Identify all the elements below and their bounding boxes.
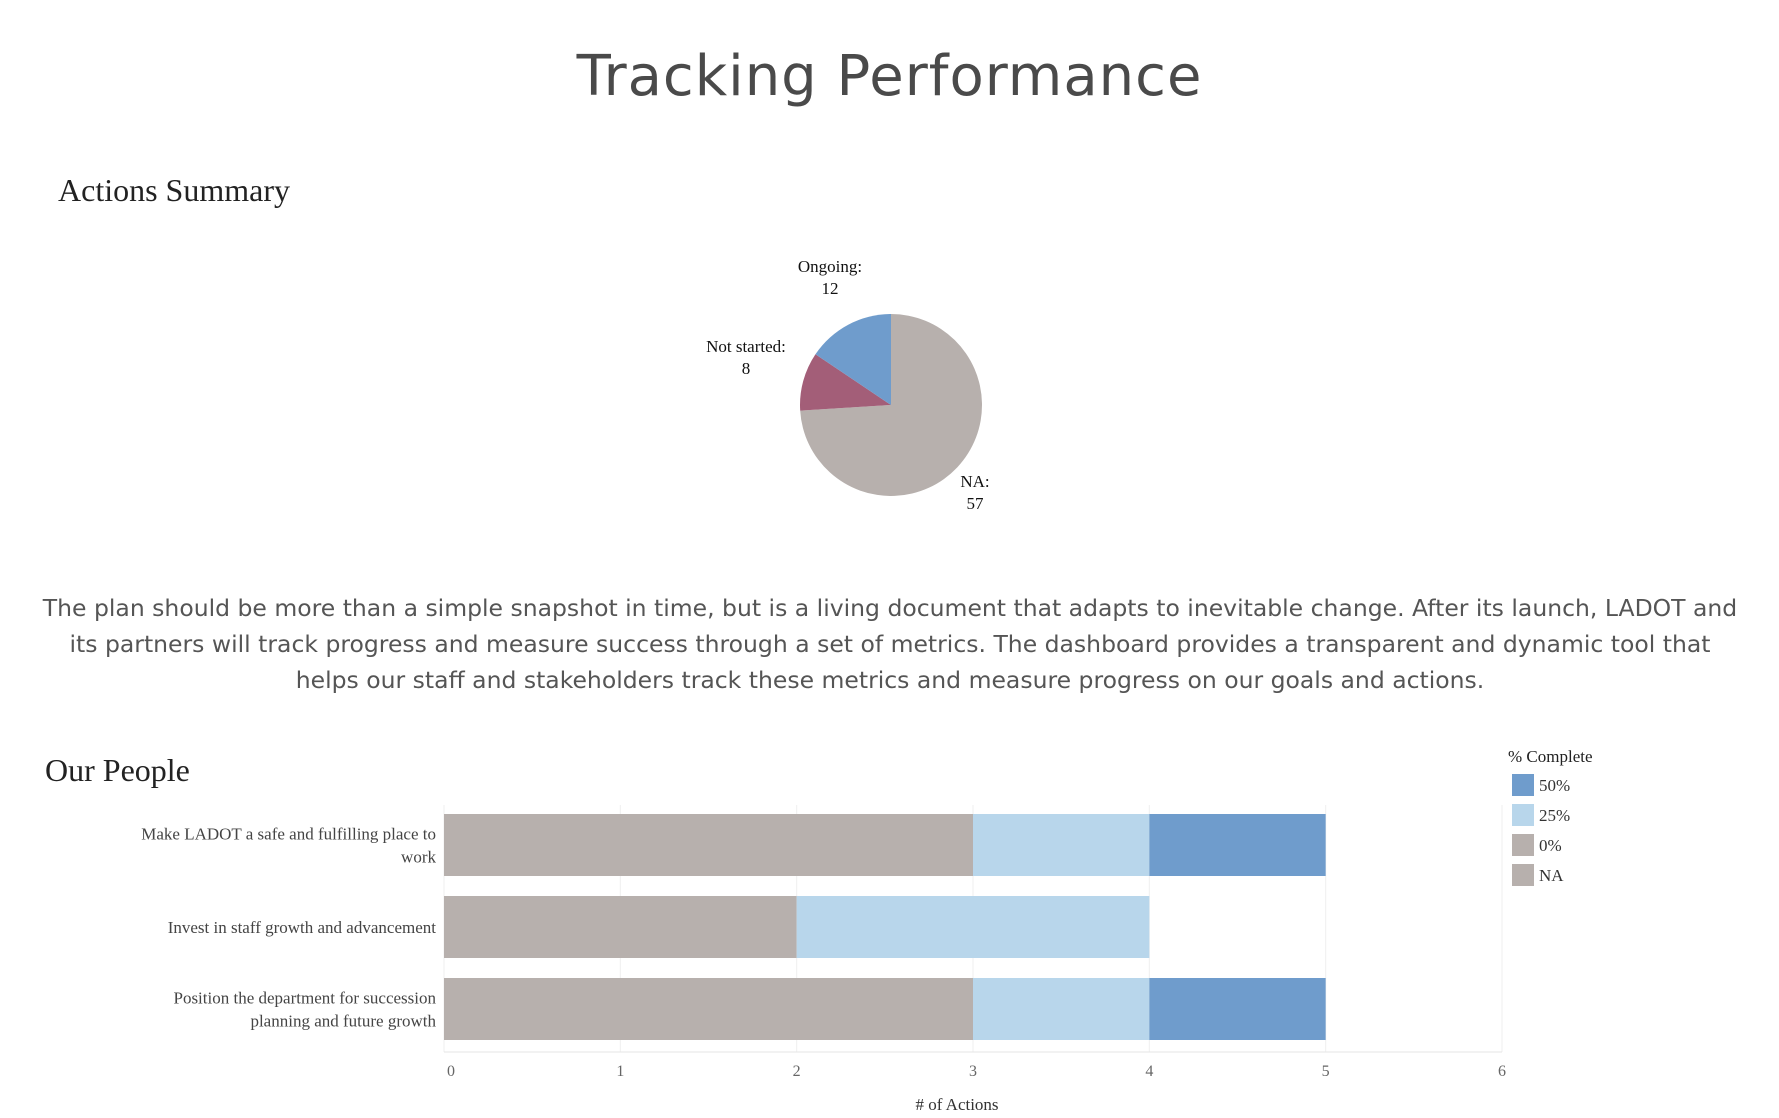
bar-segment-25pct[interactable] — [796, 896, 1150, 958]
pie-slice-ongoing[interactable] — [815, 314, 891, 405]
bar-segment-50pct[interactable] — [1149, 978, 1326, 1040]
bar-segment-25pct[interactable] — [973, 814, 1150, 876]
legend-swatch — [1512, 864, 1534, 886]
x-tick-label: 1 — [616, 1063, 624, 1080]
our-people-title: Our People — [45, 752, 190, 788]
description-text: The plan should be more than a simple sn… — [42, 594, 1738, 694]
x-tick-label: 0 — [447, 1063, 455, 1080]
bar-segment-25pct[interactable] — [973, 978, 1150, 1040]
x-tick-label: 2 — [793, 1063, 801, 1080]
legend-item[interactable]: 50% — [1539, 776, 1570, 795]
category-label: Position the department for succession — [173, 989, 436, 1008]
pie-value-ongoing: 12 — [822, 279, 839, 298]
bar-segment-50pct[interactable] — [1149, 814, 1326, 876]
page-title: Tracking Performance — [576, 44, 1203, 109]
bar-segment-0pct[interactable] — [444, 896, 797, 958]
pie-value-not-started: 8 — [742, 359, 751, 378]
legend-item[interactable]: 25% — [1539, 806, 1570, 825]
x-tick-label: 6 — [1498, 1063, 1506, 1080]
pie-label-ongoing: Ongoing: — [798, 257, 862, 276]
category-label: Make LADOT a safe and fulfilling place t… — [141, 825, 436, 844]
legend-swatch — [1512, 774, 1534, 796]
bar-segment-0pct[interactable] — [444, 814, 973, 876]
bar-segment-0pct[interactable] — [444, 978, 973, 1040]
pie-value-na: 57 — [967, 494, 985, 513]
legend-title: % Complete — [1508, 747, 1593, 766]
actions-summary-title: Actions Summary — [58, 172, 290, 208]
legend-item[interactable]: NA — [1539, 866, 1564, 885]
category-label: work — [401, 848, 436, 867]
pie-label-na: NA: — [960, 472, 989, 491]
actions-pie-chart: NA: 57 Not started: 8 Ongoing: 12 — [706, 257, 990, 513]
legend-item[interactable]: 0% — [1539, 836, 1562, 855]
x-tick-label: 4 — [1145, 1063, 1153, 1080]
legend-swatch — [1512, 834, 1534, 856]
pie-label-not-started: Not started: — [706, 337, 786, 356]
x-axis-title: # of Actions — [915, 1095, 998, 1114]
pie-slice-not-started[interactable] — [800, 354, 891, 411]
x-tick-label: 3 — [969, 1063, 977, 1080]
category-label: planning and future growth — [250, 1012, 436, 1031]
pie-slice-na[interactable] — [800, 314, 982, 497]
legend-swatch — [1512, 804, 1534, 826]
category-label: Invest in staff growth and advancement — [168, 918, 437, 937]
x-tick-label: 5 — [1322, 1063, 1330, 1080]
